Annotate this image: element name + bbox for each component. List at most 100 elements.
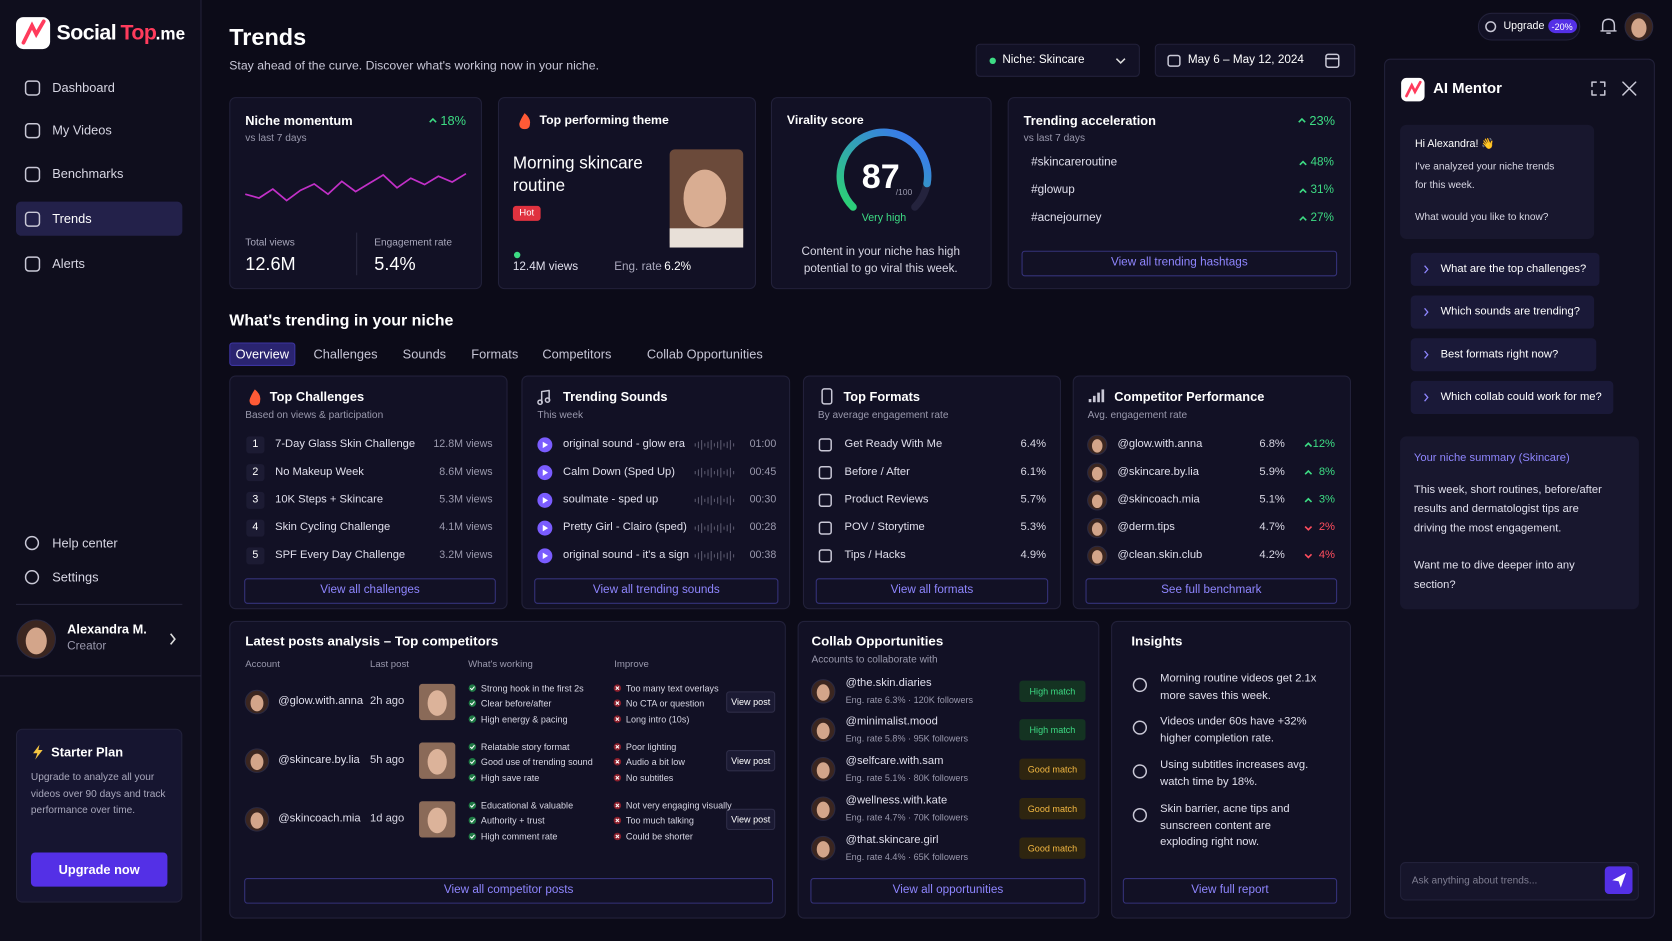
theme-views: 12.4M views [512, 260, 579, 274]
match-text: Good match [1027, 803, 1078, 814]
collab-handle: @wellness.with.kate [845, 794, 948, 808]
prompt-button[interactable] [1410, 338, 1597, 372]
nav-item[interactable]: Benchmarks [52, 165, 124, 181]
format-rate: 6.4% [1020, 437, 1047, 451]
change: 23% [1309, 112, 1336, 128]
prompt-button[interactable] [1410, 380, 1614, 414]
nav-item[interactable]: Trends [52, 210, 92, 226]
link-text[interactable]: View all competitor posts [443, 883, 574, 897]
competitor-rate: 5.9% [1259, 465, 1285, 479]
date-select[interactable] [1154, 43, 1356, 77]
greeting: Hi Alexandra! 👋 [1414, 138, 1495, 151]
nav-item[interactable]: Settings [52, 569, 99, 585]
link-text[interactable]: View full report [1191, 883, 1269, 897]
chat-placeholder[interactable]: Ask anything about trends... [1411, 874, 1538, 887]
collab-handle: @minimalist.mood [845, 715, 938, 729]
tab[interactable]: Sounds [402, 346, 447, 362]
improve-item: Could be shorter [625, 830, 693, 842]
link-text[interactable]: See full benchmark [1161, 583, 1262, 597]
competitor-handle: @glow.with.anna [1117, 437, 1203, 451]
hot-text: Hot [519, 207, 535, 219]
tab[interactable]: Collab Opportunities [646, 346, 763, 362]
challenge-name: Skin Cycling Challenge [275, 521, 391, 534]
link-button[interactable] [815, 578, 1049, 604]
link-button[interactable] [1085, 578, 1338, 604]
avatar-bg [1625, 12, 1653, 41]
card-title: Latest posts analysis – Top competitors [245, 634, 499, 649]
theme-name: Morning skincare routine [512, 154, 643, 196]
tab[interactable]: Formats [471, 346, 519, 362]
view-post-text[interactable]: View post [731, 755, 771, 766]
view-post-button[interactable] [726, 808, 776, 831]
sound-name: Calm Down (Sped Up) [563, 465, 676, 479]
link-button[interactable] [1021, 250, 1338, 277]
post-account: @skincoach.mia [278, 812, 361, 826]
nav-item[interactable]: Help center [52, 535, 118, 551]
tab[interactable]: Challenges [313, 346, 378, 362]
collab-handle: @the.skin.diaries [845, 676, 932, 690]
upgrade-button-text[interactable]: Upgrade now [58, 861, 140, 877]
view-post-text[interactable]: View post [731, 696, 771, 708]
prompt-text[interactable]: Best formats right now? [1440, 347, 1559, 361]
nav-item[interactable]: My Videos [52, 122, 112, 138]
upgrade-text[interactable]: Upgrade [1503, 20, 1545, 32]
view-post-text[interactable]: View post [731, 813, 771, 825]
date-text[interactable]: May 6 – May 12, 2024 [1187, 53, 1304, 67]
post-time: 5h ago [370, 753, 405, 767]
link-text[interactable]: View all opportunities [892, 883, 1004, 897]
link-button[interactable] [244, 578, 496, 604]
prompt-text[interactable]: What are the top challenges? [1440, 262, 1587, 276]
link-button[interactable] [244, 878, 774, 904]
link-button[interactable] [534, 578, 779, 604]
send-button[interactable] [1604, 866, 1633, 895]
prompt-button[interactable] [1410, 295, 1595, 329]
summary-box [1400, 436, 1639, 610]
card-title: Insights [1131, 634, 1183, 649]
challenge-name: 10K Steps + Skincare [275, 493, 384, 507]
niche-text[interactable]: Niche: Skincare [1002, 53, 1085, 67]
competitor-change: 12% [1312, 437, 1336, 451]
nav-item[interactable]: Alerts [52, 255, 85, 271]
prompt-text[interactable]: Which sounds are trending? [1440, 305, 1580, 318]
rank: 3 [252, 493, 259, 506]
upgrade-button[interactable] [30, 852, 168, 887]
link-button[interactable] [810, 878, 1086, 904]
card-title: Niche momentum [245, 112, 353, 128]
nav-item[interactable]: Dashboard [52, 79, 115, 95]
post-time: 1d ago [370, 812, 405, 826]
competitor-rate: 6.8% [1259, 437, 1285, 451]
link-text[interactable]: View all trending sounds [592, 583, 720, 597]
tab[interactable]: Competitors [542, 346, 612, 362]
link-button[interactable] [1122, 878, 1338, 904]
tab[interactable]: Overview [235, 346, 289, 362]
rank-box [246, 547, 265, 565]
challenge-views: 4.1M views [439, 521, 493, 534]
theme-eng-label: Eng. rate [614, 260, 662, 274]
insight-text: Morning routine videos get 2.1x more sav… [1160, 672, 1317, 703]
view-post-button[interactable] [726, 750, 776, 772]
rank: 4 [252, 521, 259, 534]
prompt-button[interactable] [1410, 252, 1600, 286]
improve-item: Too much talking [625, 814, 694, 826]
niche-select[interactable] [975, 43, 1140, 77]
prompt-text[interactable]: Which collab could work for me? [1440, 390, 1602, 404]
post-account: @skincare.by.lia [278, 753, 360, 767]
hot-badge [512, 205, 541, 221]
rank: 1 [252, 438, 259, 451]
chat-input[interactable] [1400, 862, 1639, 901]
collab-stats: Eng. rate 6.3% · 120K followers [845, 694, 974, 705]
divider [15, 603, 183, 605]
card-title: Trending acceleration [1023, 112, 1156, 128]
card [1007, 97, 1352, 290]
view-post-button[interactable] [726, 691, 776, 713]
followup-text: Want me to dive deeper into any section? [1413, 559, 1575, 592]
link-text[interactable]: View all challenges [320, 583, 420, 597]
link-text[interactable]: View all formats [890, 583, 974, 597]
link-text[interactable]: View all trending hashtags [1110, 256, 1248, 270]
sound-name: original sound - glow era [563, 437, 685, 451]
brand: Social [56, 20, 117, 45]
column-header: Improve [614, 658, 649, 670]
working-item: Strong hook in the first 2s [480, 682, 584, 694]
sound-duration: 00:45 [749, 466, 777, 478]
